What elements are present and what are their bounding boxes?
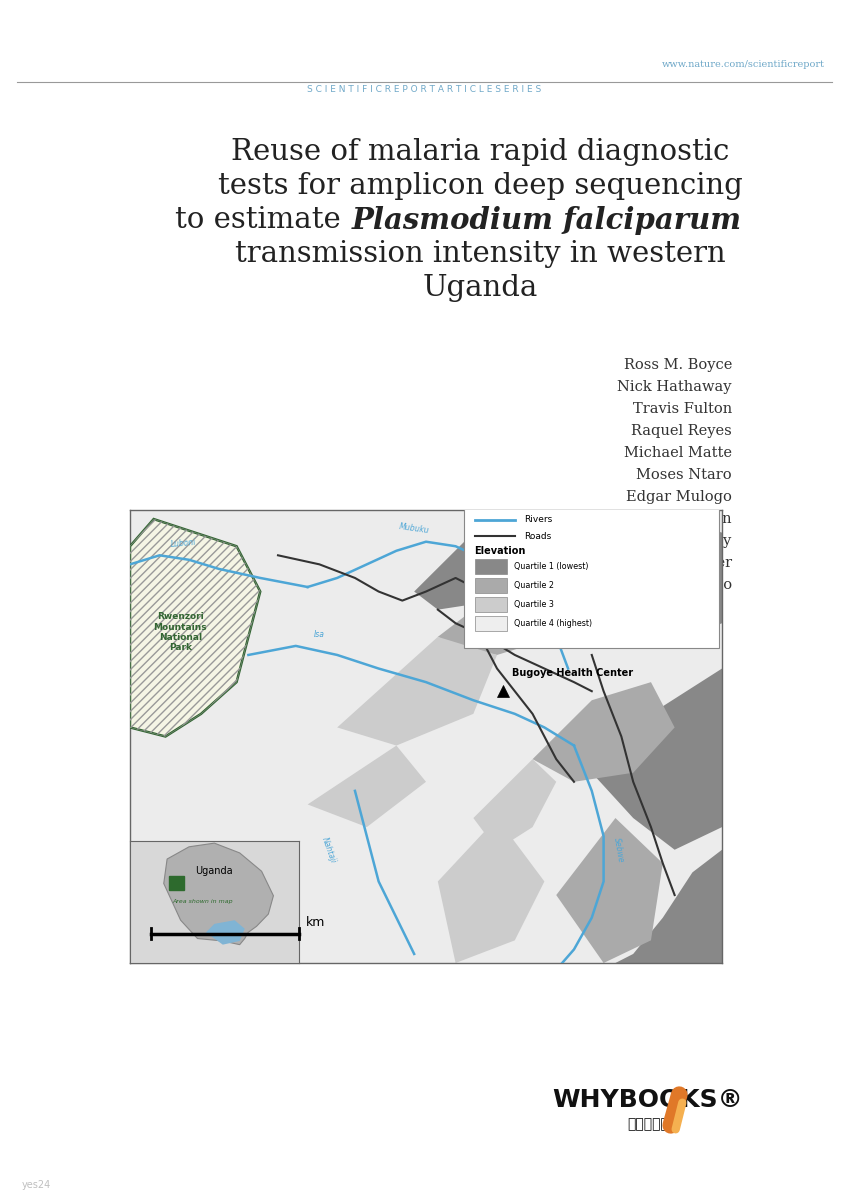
Polygon shape: [616, 850, 722, 962]
Text: WHYBOOKS®: WHYBOOKS®: [553, 1088, 744, 1112]
Bar: [475, 559, 507, 574]
Bar: [475, 598, 507, 612]
Polygon shape: [556, 818, 663, 962]
Text: km: km: [306, 916, 325, 929]
Text: www.nature.com/scientificreport: www.nature.com/scientificreport: [662, 60, 825, 68]
Polygon shape: [414, 510, 722, 646]
Text: Mubuku: Mubuku: [398, 522, 430, 535]
Text: Plasmodium falciparum: Plasmodium falciparum: [352, 206, 742, 235]
Text: Moses Ntaro: Moses Ntaro: [637, 468, 732, 482]
Polygon shape: [438, 818, 544, 962]
Bar: [464, 508, 719, 648]
Text: Reuse of malaria rapid diagnostic: Reuse of malaria rapid diagnostic: [231, 138, 729, 166]
Text: yes24: yes24: [22, 1180, 51, 1190]
Text: to estimate: to estimate: [175, 206, 359, 234]
Text: Quartile 4 (highest): Quartile 4 (highest): [514, 619, 592, 629]
Polygon shape: [130, 520, 261, 737]
Text: 3: 3: [156, 911, 165, 924]
Text: Bugoye Health Center: Bugoye Health Center: [512, 667, 633, 678]
Text: Mark J. Siedner: Mark J. Siedner: [616, 556, 732, 570]
Text: Uganda: Uganda: [422, 274, 537, 302]
Text: Quartile 2: Quartile 2: [514, 581, 554, 590]
FancyArrowPatch shape: [676, 1103, 683, 1129]
Polygon shape: [337, 637, 497, 745]
FancyArrowPatch shape: [671, 1094, 679, 1126]
Text: Jeffrey A. Bailey: Jeffrey A. Bailey: [613, 534, 732, 548]
Text: Travis Fulton: Travis Fulton: [633, 402, 732, 416]
Text: Kitagika: Kitagika: [577, 562, 596, 594]
Text: Elevation: Elevation: [475, 546, 526, 556]
Text: Roads: Roads: [524, 532, 551, 541]
Text: tests for amplicon deep sequencing: tests for amplicon deep sequencing: [217, 172, 742, 200]
Text: Sebwe: Sebwe: [612, 836, 626, 863]
Polygon shape: [474, 760, 556, 850]
Text: transmission intensity in western: transmission intensity in western: [234, 240, 725, 268]
Text: Quartile 1 (lowest): Quartile 1 (lowest): [514, 562, 588, 571]
Polygon shape: [307, 745, 426, 827]
Text: S C I E N T I F I C R E P O R T A R T I C L E S E R I E S: S C I E N T I F I C R E P O R T A R T I …: [306, 85, 541, 94]
Text: Quartile 3: Quartile 3: [514, 600, 554, 610]
Polygon shape: [438, 578, 574, 655]
Text: Isa: Isa: [314, 630, 325, 640]
Text: Jonathan J. Juliano: Jonathan J. Juliano: [595, 578, 732, 592]
Text: Rivers: Rivers: [524, 516, 552, 524]
Text: Nahtaji: Nahtaji: [319, 835, 337, 864]
Text: Michael Matte: Michael Matte: [624, 446, 732, 460]
Text: Andreea Waltmann: Andreea Waltmann: [590, 512, 732, 526]
Text: Edgar Mulogo: Edgar Mulogo: [626, 490, 732, 504]
Bar: [475, 617, 507, 631]
Text: Luboni: Luboni: [170, 538, 196, 548]
Bar: [475, 578, 507, 593]
Text: Nick Hathaway: Nick Hathaway: [617, 380, 732, 394]
Text: Ross M. Boyce: Ross M. Boyce: [624, 358, 732, 372]
Text: Raquel Reyes: Raquel Reyes: [632, 424, 732, 438]
Text: Rwenzori
Mountains
National
Park: Rwenzori Mountains National Park: [154, 612, 207, 653]
Text: ㈜와이북스: ㈜와이북스: [627, 1117, 669, 1130]
Polygon shape: [592, 668, 722, 850]
Polygon shape: [532, 682, 675, 782]
